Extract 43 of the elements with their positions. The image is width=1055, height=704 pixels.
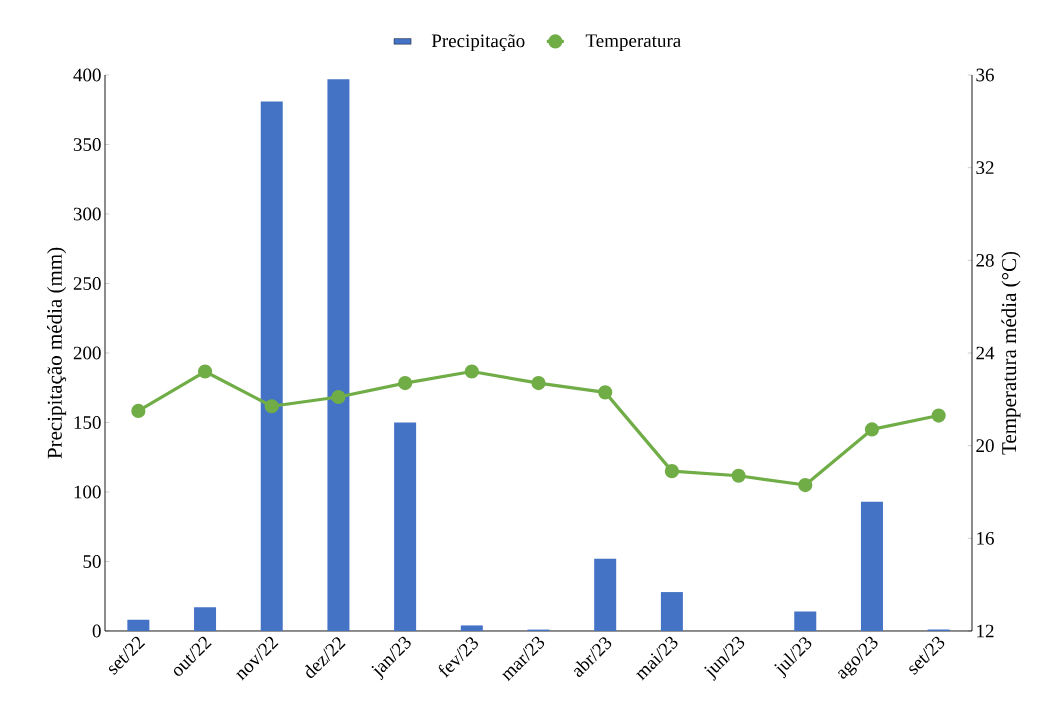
y-tick-label: 50	[83, 555, 101, 568]
legend-label: Temperatura	[585, 34, 681, 51]
y-tick-label: 150	[74, 416, 101, 429]
y-axis-title: Precipitação média (mm)	[47, 247, 67, 459]
y-tick-label: 350	[73, 138, 101, 151]
y-tick-label: 300	[73, 207, 101, 221]
point	[598, 385, 613, 400]
y2-axis-title: Temperatura média (°C)	[1001, 251, 1021, 455]
y2-tick-label: 32	[976, 161, 994, 175]
point	[398, 376, 413, 391]
y-tick-label: 100	[74, 485, 101, 499]
point	[531, 376, 546, 391]
bar	[660, 592, 683, 631]
point	[864, 422, 880, 437]
point	[131, 403, 146, 419]
legend-label: Precipitação	[431, 34, 525, 52]
point	[798, 477, 813, 493]
y2-tick-label: 36	[976, 68, 994, 82]
point	[664, 464, 679, 479]
y-tick-label: 400	[73, 68, 101, 82]
bar	[260, 101, 283, 631]
y2-tick-label: 28	[976, 253, 994, 267]
bar	[394, 422, 417, 631]
y-tick-label: 0	[92, 624, 101, 638]
bar	[594, 558, 617, 631]
bar	[794, 611, 817, 631]
y2-tick-label: 20	[976, 439, 994, 453]
bar	[194, 607, 217, 631]
point	[931, 408, 946, 423]
y2-tick-label: 24	[976, 346, 995, 360]
point	[331, 389, 346, 405]
point	[731, 468, 746, 483]
point	[264, 399, 279, 414]
y2-tick-label: 12	[977, 624, 994, 638]
bar	[860, 501, 883, 631]
y-tick-label: 200	[73, 346, 101, 360]
y2-tick-label: 16	[977, 531, 994, 545]
point	[464, 364, 479, 379]
bar	[460, 625, 483, 631]
bar	[327, 79, 350, 631]
point	[197, 364, 213, 379]
bar	[127, 619, 150, 631]
y-tick-label: 250	[73, 277, 101, 290]
